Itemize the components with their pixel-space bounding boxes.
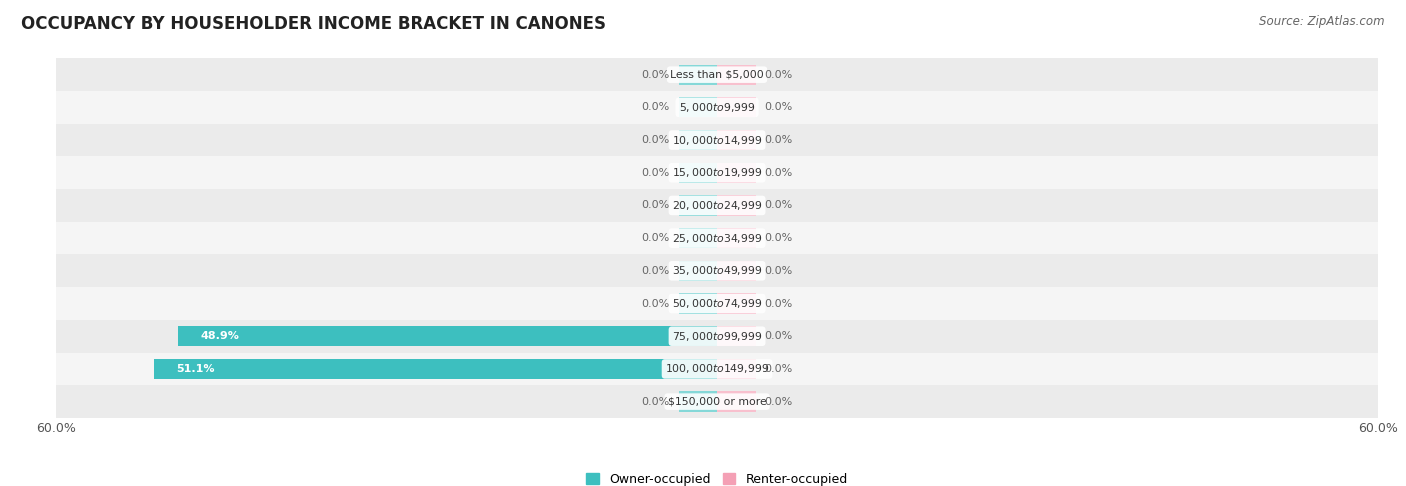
Bar xyxy=(717,130,755,150)
Text: Less than $5,000: Less than $5,000 xyxy=(671,69,763,80)
Text: 0.0%: 0.0% xyxy=(641,233,669,243)
Text: 0.0%: 0.0% xyxy=(765,168,793,178)
FancyBboxPatch shape xyxy=(56,352,1378,385)
Bar xyxy=(717,228,755,248)
Text: $100,000 to $149,999: $100,000 to $149,999 xyxy=(665,363,769,375)
Text: 0.0%: 0.0% xyxy=(641,103,669,112)
Bar xyxy=(179,326,717,347)
Text: $20,000 to $24,999: $20,000 to $24,999 xyxy=(672,199,762,212)
Bar xyxy=(717,97,755,118)
Text: 0.0%: 0.0% xyxy=(641,200,669,210)
Text: 0.0%: 0.0% xyxy=(765,298,793,309)
Text: $15,000 to $19,999: $15,000 to $19,999 xyxy=(672,166,762,179)
Bar xyxy=(679,97,717,118)
Text: $150,000 or more: $150,000 or more xyxy=(668,397,766,407)
Bar xyxy=(717,326,755,347)
Text: 0.0%: 0.0% xyxy=(765,200,793,210)
Bar xyxy=(155,359,717,379)
Text: 0.0%: 0.0% xyxy=(765,364,793,374)
Text: 0.0%: 0.0% xyxy=(765,331,793,341)
FancyBboxPatch shape xyxy=(56,320,1378,352)
Bar xyxy=(679,163,717,183)
Bar xyxy=(717,294,755,313)
Text: 0.0%: 0.0% xyxy=(641,168,669,178)
Text: 0.0%: 0.0% xyxy=(641,298,669,309)
Text: 0.0%: 0.0% xyxy=(765,69,793,80)
Text: OCCUPANCY BY HOUSEHOLDER INCOME BRACKET IN CANONES: OCCUPANCY BY HOUSEHOLDER INCOME BRACKET … xyxy=(21,15,606,33)
FancyBboxPatch shape xyxy=(56,124,1378,156)
Text: $35,000 to $49,999: $35,000 to $49,999 xyxy=(672,264,762,278)
Text: $75,000 to $99,999: $75,000 to $99,999 xyxy=(672,330,762,343)
Bar xyxy=(717,65,755,85)
Bar xyxy=(679,260,717,281)
Text: $50,000 to $74,999: $50,000 to $74,999 xyxy=(672,297,762,310)
Text: $10,000 to $14,999: $10,000 to $14,999 xyxy=(672,134,762,147)
FancyBboxPatch shape xyxy=(56,156,1378,189)
FancyBboxPatch shape xyxy=(56,385,1378,418)
Bar xyxy=(717,195,755,216)
Text: Source: ZipAtlas.com: Source: ZipAtlas.com xyxy=(1260,15,1385,28)
FancyBboxPatch shape xyxy=(56,287,1378,320)
Text: 0.0%: 0.0% xyxy=(641,135,669,145)
Text: 0.0%: 0.0% xyxy=(765,233,793,243)
Text: 0.0%: 0.0% xyxy=(765,397,793,407)
Text: 0.0%: 0.0% xyxy=(765,266,793,276)
Bar xyxy=(679,130,717,150)
FancyBboxPatch shape xyxy=(56,58,1378,91)
Bar xyxy=(717,392,755,412)
Text: 48.9%: 48.9% xyxy=(201,331,239,341)
Text: 51.1%: 51.1% xyxy=(176,364,215,374)
Text: $5,000 to $9,999: $5,000 to $9,999 xyxy=(679,101,755,114)
Text: 0.0%: 0.0% xyxy=(765,103,793,112)
Bar xyxy=(717,163,755,183)
Text: 0.0%: 0.0% xyxy=(641,69,669,80)
FancyBboxPatch shape xyxy=(56,189,1378,222)
Legend: Owner-occupied, Renter-occupied: Owner-occupied, Renter-occupied xyxy=(582,468,852,486)
Bar xyxy=(717,359,755,379)
Bar xyxy=(679,65,717,85)
Text: $25,000 to $34,999: $25,000 to $34,999 xyxy=(672,232,762,244)
Bar xyxy=(679,228,717,248)
FancyBboxPatch shape xyxy=(56,255,1378,287)
Bar xyxy=(679,392,717,412)
Bar xyxy=(717,260,755,281)
Bar xyxy=(679,195,717,216)
Text: 0.0%: 0.0% xyxy=(641,266,669,276)
Text: 0.0%: 0.0% xyxy=(641,397,669,407)
FancyBboxPatch shape xyxy=(56,222,1378,255)
FancyBboxPatch shape xyxy=(56,91,1378,124)
Bar xyxy=(679,294,717,313)
Text: 0.0%: 0.0% xyxy=(765,135,793,145)
